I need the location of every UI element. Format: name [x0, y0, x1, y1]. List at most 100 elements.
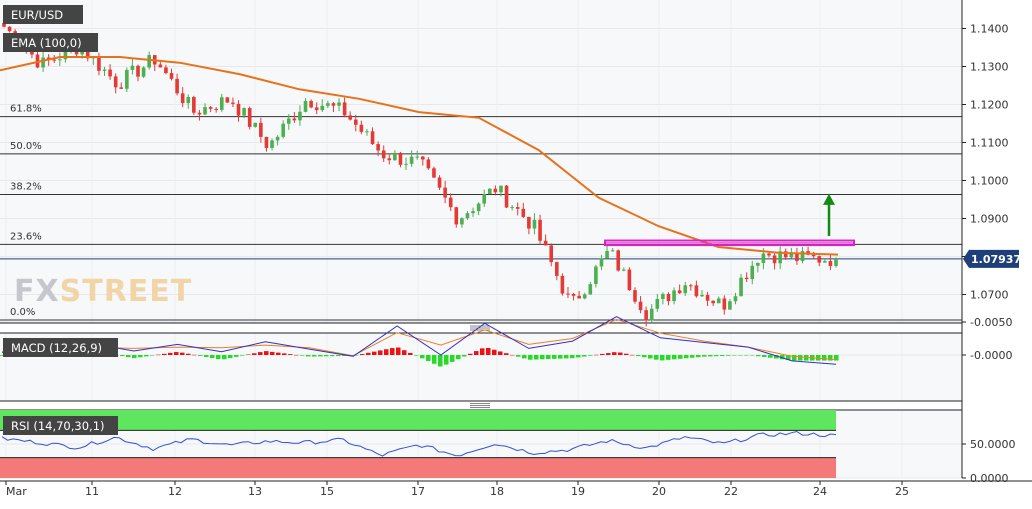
ema-indicator-label: EMA (100,0) — [11, 36, 82, 50]
macd-histogram-bar — [570, 355, 575, 359]
rsi-y-tick-label: 0.0000 — [970, 472, 1009, 485]
x-tick-label: 22 — [724, 485, 738, 498]
macd-histogram-bar — [402, 350, 407, 355]
macd-histogram-bar — [366, 352, 371, 355]
candle-body — [499, 185, 503, 193]
candle-body — [247, 108, 252, 127]
rsi-label: RSI (14,70,30,1) — [11, 419, 105, 433]
candle-body — [136, 65, 140, 77]
macd-label: MACD (12,26,9) — [11, 341, 102, 355]
candle-body — [471, 211, 475, 214]
candle-body — [309, 100, 313, 108]
macd-histogram-bar — [468, 353, 473, 355]
macd-histogram-bar — [384, 349, 389, 355]
macd-label-bg — [3, 338, 118, 357]
macd-histogram-bar — [696, 355, 701, 358]
macd-histogram-bar — [336, 355, 341, 357]
macd-histogram-bar — [600, 353, 605, 355]
up-arrow-head — [823, 193, 835, 205]
macd-histogram-bar — [456, 355, 461, 360]
candle-body — [750, 265, 755, 280]
x-tick-label: 19 — [571, 485, 585, 498]
macd-histogram-bar — [444, 355, 449, 365]
macd-signal-line — [1, 318, 837, 361]
fib-level-label: 0.0% — [10, 307, 35, 318]
panel-labels: EUR/USD EMA (100,0) MACD (12,26,9) RSI (14,… — [3, 5, 118, 435]
rsi-zones — [0, 410, 836, 478]
candle-body — [677, 290, 682, 294]
macd-histogram-bar — [558, 355, 563, 359]
macd-histogram-bar — [834, 355, 839, 361]
candle-body — [649, 308, 654, 321]
x-tick-label: 20 — [652, 485, 666, 498]
macd-histogram-bar — [228, 355, 233, 359]
last-price-label: 1.07937 — [971, 253, 1021, 266]
macd-histogram-bar — [612, 352, 617, 355]
candle-body — [387, 158, 392, 161]
macd-histogram-bar — [498, 351, 503, 355]
macd-histogram-bar — [522, 355, 527, 359]
macd-histogram-bar — [654, 355, 659, 360]
candle-body — [242, 108, 246, 116]
candle-body — [616, 250, 621, 271]
candle-body — [582, 294, 587, 299]
x-tick-label: 12 — [168, 485, 182, 498]
macd-histogram-bar — [168, 352, 173, 355]
candle-body — [633, 290, 637, 302]
candle-body — [661, 293, 665, 299]
macd-histogram-bar — [822, 355, 827, 361]
candle-body — [376, 144, 380, 151]
candle-body — [465, 213, 470, 219]
candle-body — [286, 118, 291, 124]
candle-body — [320, 105, 325, 111]
candle-body — [108, 69, 112, 77]
candle-body — [666, 293, 671, 302]
macd-histogram-bar — [330, 355, 335, 357]
candle-body — [7, 26, 12, 32]
candle-body — [448, 197, 453, 208]
candle-body — [409, 156, 414, 164]
candle-body — [795, 253, 799, 261]
macd-histogram-bar — [774, 355, 779, 359]
candle-body — [326, 103, 330, 106]
macd-histogram-bar — [216, 355, 221, 360]
macd-histogram-bar — [684, 355, 689, 359]
macd-line — [1, 316, 837, 365]
candle-body — [443, 187, 447, 198]
candle-body — [521, 208, 526, 217]
candle-body — [744, 277, 749, 280]
macd-histogram-bar — [414, 355, 419, 356]
candle-body — [767, 253, 771, 256]
macd-histogram-bar — [288, 354, 293, 355]
candle-body — [298, 111, 302, 121]
candle-body — [689, 285, 693, 287]
macd-histogram-bar — [324, 355, 329, 357]
macd-histogram-bar — [630, 354, 635, 356]
macd-histogram-bar — [270, 351, 275, 355]
candle-body — [588, 284, 593, 295]
fibonacci-levels: 61.8% 50.0% 38.2% 23.6% 0.0% — [0, 104, 962, 321]
rsi-line — [1, 430, 837, 457]
candle-body — [125, 69, 129, 89]
candle-body — [482, 194, 487, 204]
macd-histogram-bar — [618, 352, 623, 355]
macd-histogram-bar — [126, 355, 131, 358]
macd-histogram-bar — [252, 353, 257, 355]
macd-histogram-bar — [606, 353, 611, 355]
macd-histogram-bar — [390, 348, 395, 355]
macd-histogram-bar — [564, 355, 569, 359]
candle-body — [694, 285, 699, 297]
macd-histogram-bar — [294, 354, 299, 356]
macd-panel-series — [0, 316, 839, 367]
macd-histogram-bar — [762, 355, 767, 357]
candle-body — [560, 275, 565, 294]
candle-body — [130, 65, 135, 70]
candle-body — [543, 240, 548, 246]
macd-histogram-bar — [162, 353, 167, 355]
x-tick-label: 11 — [85, 485, 99, 498]
candle-body — [404, 163, 408, 165]
candle-body — [823, 261, 827, 263]
macd-histogram-bar — [462, 355, 467, 357]
candle-body — [460, 218, 464, 225]
